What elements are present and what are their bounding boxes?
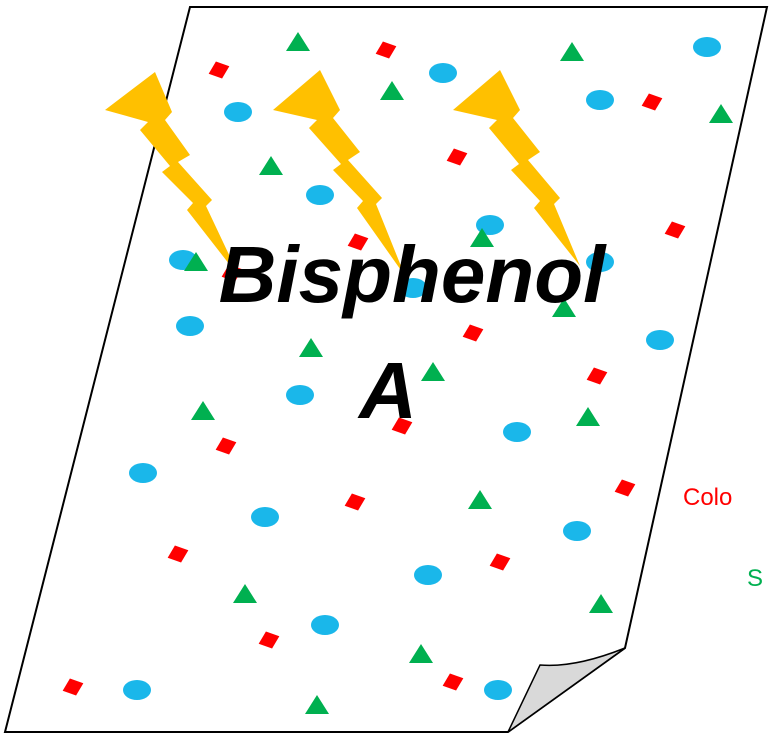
cyan-oval-particle-icon [306,185,334,205]
cyan-oval-particle-icon [311,615,339,635]
cyan-oval-particle-icon [586,90,614,110]
green-triangle-particle-icon [380,81,404,100]
cyan-oval-particle-icon [646,330,674,350]
green-triangle-particle-icon [552,298,576,317]
shape-label: S [747,565,763,592]
red-diamond-particle-icon [462,324,484,342]
green-triangle-particle-icon [259,156,283,175]
red-diamond-particle-icon [344,493,366,511]
red-diamond-particle-icon [446,148,468,166]
green-triangle-particle-icon [470,228,494,247]
particle-layer [62,32,733,714]
red-diamond-particle-icon [208,61,230,79]
green-triangle-particle-icon [286,32,310,51]
green-triangle-particle-icon [468,490,492,509]
red-diamond-particle-icon [489,553,511,571]
red-diamond-particle-icon [221,264,243,282]
lightning-bolt-icon [105,72,240,278]
cyan-oval-particle-icon [399,278,427,298]
green-triangle-particle-icon [560,42,584,61]
green-triangle-particle-icon [305,695,329,714]
cyan-oval-particle-icon [563,521,591,541]
bolt-layer [105,70,580,278]
cyan-oval-particle-icon [123,680,151,700]
red-diamond-particle-icon [391,417,413,435]
lightning-bolt-icon [273,70,405,276]
red-diamond-particle-icon [167,545,189,563]
red-diamond-particle-icon [586,367,608,385]
cyan-oval-particle-icon [224,102,252,122]
cyan-oval-particle-icon [129,463,157,483]
cyan-oval-particle-icon [414,565,442,585]
title-line-1: Bisphenol [219,230,607,319]
paper-curl-icon [507,647,626,733]
green-triangle-particle-icon [191,401,215,420]
green-triangle-particle-icon [233,584,257,603]
cyan-oval-particle-icon [586,252,614,272]
cyan-oval-particle-icon [286,385,314,405]
red-diamond-particle-icon [375,41,397,59]
cyan-oval-particle-icon [251,507,279,527]
red-diamond-particle-icon [347,233,369,251]
red-diamond-particle-icon [442,673,464,691]
lightning-bolt-icon [453,70,580,266]
cyan-oval-particle-icon [503,422,531,442]
red-diamond-particle-icon [641,93,663,111]
green-triangle-particle-icon [421,362,445,381]
title-line-2: A [357,346,417,435]
green-triangle-particle-icon [589,594,613,613]
cyan-oval-particle-icon [176,316,204,336]
red-diamond-particle-icon [614,479,636,497]
cyan-oval-particle-icon [484,680,512,700]
green-triangle-particle-icon [299,338,323,357]
red-diamond-particle-icon [664,221,686,239]
color-label: Colo [683,484,732,511]
cyan-oval-particle-icon [429,63,457,83]
green-triangle-particle-icon [409,644,433,663]
cyan-oval-particle-icon [693,37,721,57]
red-diamond-particle-icon [258,631,280,649]
red-diamond-particle-icon [215,437,237,455]
green-triangle-particle-icon [709,104,733,123]
green-triangle-particle-icon [576,407,600,426]
green-triangle-particle-icon [184,252,208,271]
red-diamond-particle-icon [62,678,84,696]
